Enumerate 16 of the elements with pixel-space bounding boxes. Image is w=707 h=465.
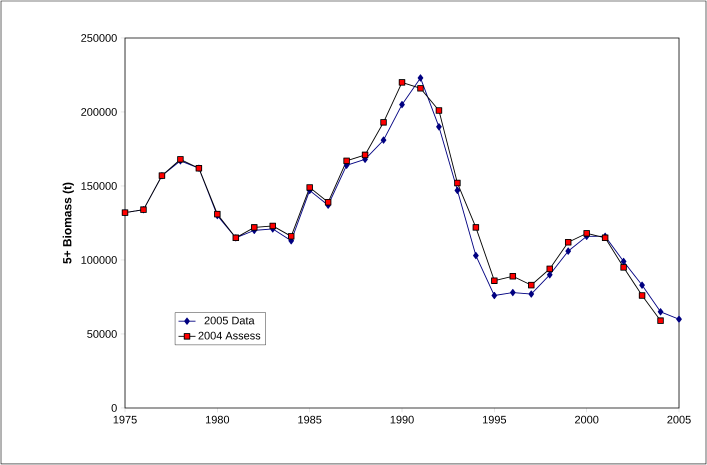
- y-tick-label: 50000: [87, 330, 117, 338]
- x-tick-label: 1980: [206, 416, 230, 424]
- legend-label: 2005 Data: [204, 316, 255, 324]
- y-tick-label: 200000: [81, 108, 117, 116]
- y-axis-title: 5+ Biomass (t): [62, 182, 74, 264]
- y-tick-label: 0: [112, 404, 117, 412]
- legend-label: 2004 Assess: [198, 332, 260, 340]
- y-tick-label: 250000: [81, 34, 117, 42]
- y-tick-label: 150000: [82, 182, 117, 190]
- x-tick-label: 2000: [575, 416, 598, 424]
- y-tick-label: 100000: [82, 256, 117, 264]
- x-tick-label: 1975: [114, 416, 137, 424]
- x-tick-label: 1990: [390, 416, 414, 424]
- x-tick-label: 1995: [482, 416, 506, 424]
- x-tick-label: 2005: [667, 416, 691, 424]
- x-tick-label: 1985: [298, 416, 322, 424]
